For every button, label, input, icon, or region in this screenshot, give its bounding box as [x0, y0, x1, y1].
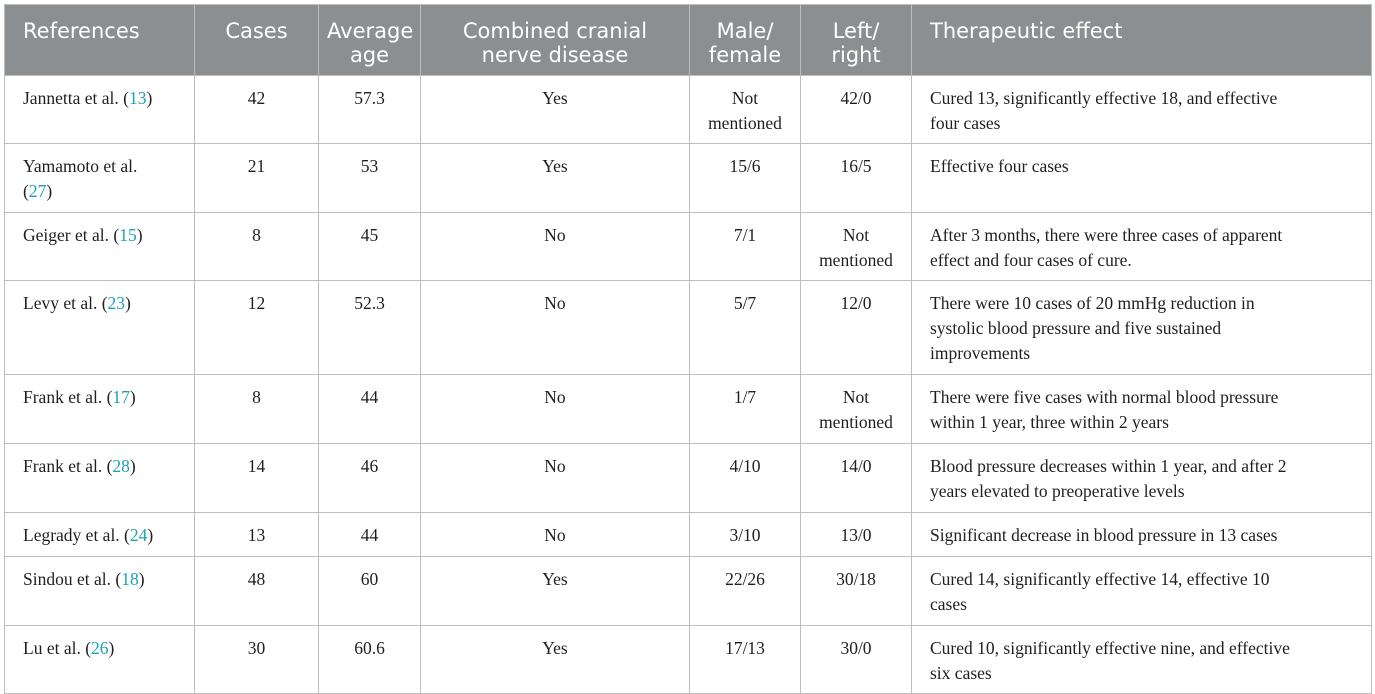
therapeutic-effect-cell: Significant decrease in blood pressure i…	[911, 512, 1372, 557]
table-row: Levy et al. (23) 12 52.3 No 5/7 12/0 The…	[4, 280, 1372, 375]
table-row: Jannetta et al. (13) 42 57.3 Yes Not ment…	[4, 75, 1372, 144]
male-female-cell: 1/7	[689, 374, 801, 444]
combined-disease-cell: No	[420, 212, 690, 281]
reference-cell: Yamamoto et al. (27)	[4, 143, 195, 213]
male-female-cell: 15/6	[689, 143, 801, 213]
left-right-cell: 16/5	[800, 143, 912, 213]
combined-disease-cell: Yes	[420, 556, 690, 626]
male-female-cell: 5/7	[689, 280, 801, 375]
table-row: Frank et al. (28) 14 46 No 4/10 14/0 Blo…	[4, 443, 1372, 513]
reference-cell: Sindou et al. (18)	[4, 556, 195, 626]
header-average-age: Average age	[318, 4, 421, 76]
studies-table: References Cases Average age Combined cra…	[4, 4, 1372, 694]
table-row: Legrady et al. (24) 13 44 No 3/10 13/0 S…	[4, 512, 1372, 557]
header-references: References	[4, 4, 195, 76]
cases-cell: 12	[194, 280, 319, 375]
reference-cell: Jannetta et al. (13)	[4, 75, 195, 144]
table-row: Lu et al. (26) 30 60.6 Yes 17/13 30/0 Cu…	[4, 625, 1372, 694]
left-right-cell: 14/0	[800, 443, 912, 513]
header-cases: Cases	[194, 4, 319, 76]
therapeutic-effect-cell: There were five cases with normal blood …	[911, 374, 1372, 444]
therapeutic-effect-cell: Cured 14, significantly effective 14, ef…	[911, 556, 1372, 626]
reference-cell: Geiger et al. (15)	[4, 212, 195, 281]
therapeutic-effect-cell: Blood pressure decreases within 1 year, …	[911, 443, 1372, 513]
header-therapeutic-effect: Therapeutic effect	[911, 4, 1372, 76]
therapeutic-effect-cell: Cured 13, significantly effective 18, an…	[911, 75, 1372, 144]
left-right-cell: Not mentioned	[800, 374, 912, 444]
cases-cell: 14	[194, 443, 319, 513]
therapeutic-effect-cell: There were 10 cases of 20 mmHg reduction…	[911, 280, 1372, 375]
left-right-cell: 30/0	[800, 625, 912, 694]
table-row: Geiger et al. (15) 8 45 No 7/1 Not mentio…	[4, 212, 1372, 281]
cases-cell: 30	[194, 625, 319, 694]
citation-link[interactable]: 24	[129, 525, 148, 545]
combined-disease-cell: Yes	[420, 625, 690, 694]
therapeutic-effect-cell: Effective four cases	[911, 143, 1372, 213]
combined-disease-cell: Yes	[420, 143, 690, 213]
male-female-cell: 4/10	[689, 443, 801, 513]
cases-cell: 8	[194, 212, 319, 281]
left-right-cell: 12/0	[800, 280, 912, 375]
citation-link[interactable]: 26	[91, 638, 109, 658]
male-female-cell: 7/1	[689, 212, 801, 281]
cases-cell: 42	[194, 75, 319, 144]
header-row: References Cases Average age Combined cra…	[4, 4, 1372, 76]
average-age-cell: 44	[318, 374, 421, 444]
combined-disease-cell: No	[420, 512, 690, 557]
header-combined-cranial-nerve-disease: Combined cranial nerve disease	[420, 4, 690, 76]
reference-cell: Lu et al. (26)	[4, 625, 195, 694]
combined-disease-cell: No	[420, 374, 690, 444]
average-age-cell: 60	[318, 556, 421, 626]
citation-link[interactable]: 28	[112, 456, 130, 476]
table-row: Yamamoto et al. (27) 21 53 Yes 15/6 16/5 …	[4, 143, 1372, 213]
male-female-cell: 17/13	[689, 625, 801, 694]
table-row: Frank et al. (17) 8 44 No 1/7 Not mention…	[4, 374, 1372, 444]
therapeutic-effect-cell: Cured 10, significantly effective nine, …	[911, 625, 1372, 694]
combined-disease-cell: No	[420, 280, 690, 375]
reference-cell: Frank et al. (28)	[4, 443, 195, 513]
cases-cell: 21	[194, 143, 319, 213]
average-age-cell: 57.3	[318, 75, 421, 144]
average-age-cell: 45	[318, 212, 421, 281]
left-right-cell: Not mentioned	[800, 212, 912, 281]
citation-link[interactable]: 27	[28, 181, 47, 201]
average-age-cell: 53	[318, 143, 421, 213]
cases-cell: 48	[194, 556, 319, 626]
male-female-cell: 3/10	[689, 512, 801, 557]
cases-cell: 13	[194, 512, 319, 557]
male-female-cell: Not mentioned	[689, 75, 801, 144]
citation-link[interactable]: 17	[112, 387, 130, 407]
header-male-female: Male/female	[689, 4, 801, 76]
citation-link[interactable]: 18	[121, 569, 139, 589]
combined-disease-cell: Yes	[420, 75, 690, 144]
left-right-cell: 30/18	[800, 556, 912, 626]
reference-cell: Frank et al. (17)	[4, 374, 195, 444]
citation-link[interactable]: 13	[128, 88, 147, 108]
left-right-cell: 13/0	[800, 512, 912, 557]
average-age-cell: 60.6	[318, 625, 421, 694]
cases-cell: 8	[194, 374, 319, 444]
average-age-cell: 44	[318, 512, 421, 557]
average-age-cell: 46	[318, 443, 421, 513]
citation-link[interactable]: 23	[107, 293, 126, 313]
citation-link[interactable]: 15	[119, 225, 137, 245]
male-female-cell: 22/26	[689, 556, 801, 626]
left-right-cell: 42/0	[800, 75, 912, 144]
reference-cell: Legrady et al. (24)	[4, 512, 195, 557]
combined-disease-cell: No	[420, 443, 690, 513]
reference-cell: Levy et al. (23)	[4, 280, 195, 375]
average-age-cell: 52.3	[318, 280, 421, 375]
table-row: Sindou et al. (18) 48 60 Yes 22/26 30/18…	[4, 556, 1372, 626]
therapeutic-effect-cell: After 3 months, there were three cases o…	[911, 212, 1372, 281]
header-left-right: Left/right	[800, 4, 912, 76]
